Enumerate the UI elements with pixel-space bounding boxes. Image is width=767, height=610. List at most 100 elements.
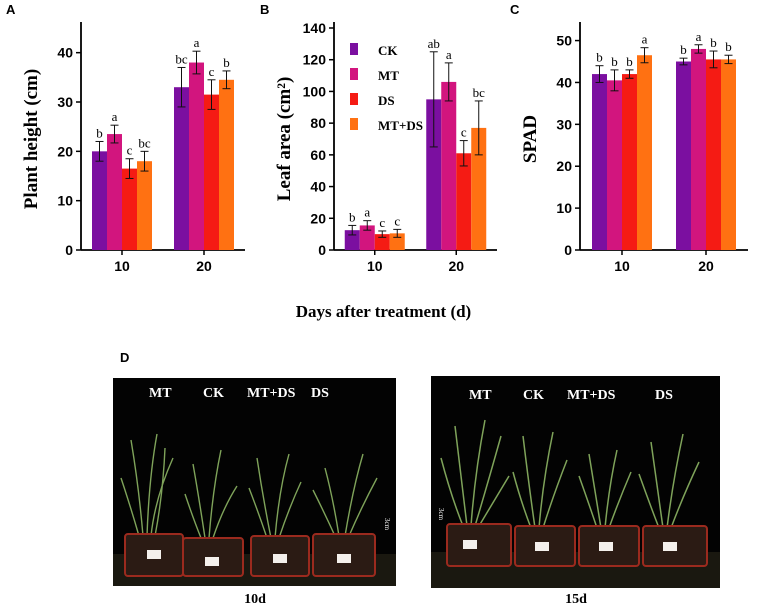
y-tick-label: 60 <box>310 147 326 163</box>
significance-letter: b <box>680 42 687 57</box>
photo2-label-ck: CK <box>523 388 544 403</box>
bar <box>107 134 122 250</box>
legend-label: DS <box>378 93 395 108</box>
significance-letter: b <box>710 35 717 50</box>
photo1-caption: 10d <box>244 592 266 607</box>
y-tick-label: 80 <box>310 115 326 131</box>
legend-swatch <box>350 118 358 130</box>
bar <box>691 48 706 251</box>
bar <box>676 61 691 251</box>
y-tick-label: 0 <box>318 242 326 258</box>
significance-letter: a <box>642 32 648 47</box>
panel-label-b: B <box>260 2 270 17</box>
plants-illustration <box>113 433 396 586</box>
bar <box>426 99 442 250</box>
bar <box>122 168 137 250</box>
bar <box>637 55 652 251</box>
photo1-label-mt: MT <box>149 386 172 401</box>
x-tick-label: 10 <box>114 258 130 274</box>
legend-label: MT <box>378 68 399 83</box>
bar <box>189 62 204 251</box>
y-tick-label: 40 <box>556 74 572 90</box>
photo2-label-ds: DS <box>655 388 673 403</box>
significance-letter: ab <box>428 36 440 51</box>
significance-letter: a <box>364 205 370 220</box>
significance-letter: bc <box>473 85 486 100</box>
x-tick-label: 10 <box>367 258 383 274</box>
significance-letter: c <box>127 143 133 158</box>
photo1-label-mtds: MT+DS <box>247 386 296 401</box>
photo2-label-mt: MT <box>469 388 492 403</box>
significance-letter: c <box>461 125 467 140</box>
bar <box>456 153 472 250</box>
bar <box>441 81 457 251</box>
bar <box>607 80 622 250</box>
bar <box>137 161 152 250</box>
significance-letter: bc <box>175 51 188 66</box>
photo2-scale-bar: 3cm <box>437 508 445 521</box>
x-tick-label: 20 <box>698 258 714 274</box>
y-tick-label: 40 <box>310 179 326 195</box>
significance-letter: a <box>446 47 452 62</box>
y-tick-label: 10 <box>57 193 73 209</box>
bar <box>471 127 487 250</box>
y-tick-label: 30 <box>57 94 73 110</box>
significance-letter: c <box>209 64 215 79</box>
significance-letter: b <box>223 55 230 70</box>
y-axis-label: Plant height (cm) <box>21 69 42 209</box>
legend-swatch <box>350 43 358 55</box>
significance-letter: b <box>596 50 603 65</box>
significance-letter: c <box>394 213 400 228</box>
bar <box>721 59 736 250</box>
bar <box>706 59 721 250</box>
bar <box>374 234 390 250</box>
y-tick-label: 20 <box>310 210 326 226</box>
y-tick-label: 100 <box>303 83 327 99</box>
x-tick-label: 20 <box>448 258 464 274</box>
photo1-label-ck: CK <box>203 386 224 401</box>
photo2-label-mtds: MT+DS <box>567 388 616 403</box>
plants-illustration <box>431 419 720 588</box>
y-axis-label: SPAD <box>520 115 541 163</box>
y-tick-label: 10 <box>556 200 572 216</box>
y-tick-label: 40 <box>57 45 73 61</box>
y-tick-label: 0 <box>65 242 73 258</box>
bar <box>592 74 607 250</box>
significance-letter: b <box>96 125 103 140</box>
x-tick-label: 10 <box>614 258 630 274</box>
x-axis-title: Days after treatment (d) <box>295 302 472 321</box>
legend-label: MT+DS <box>378 118 423 133</box>
significance-letter: b <box>725 39 732 54</box>
photo1-scale-bar: 3cm <box>383 518 391 531</box>
panel-label-c: C <box>510 2 520 17</box>
y-tick-label: 20 <box>57 143 73 159</box>
legend-label: CK <box>378 43 398 58</box>
significance-letter: a <box>696 29 702 44</box>
significance-letter: bc <box>138 135 151 150</box>
x-tick-label: 20 <box>196 258 212 274</box>
significance-letter: a <box>112 109 118 124</box>
significance-letter: a <box>194 35 200 50</box>
y-tick-label: 30 <box>556 116 572 132</box>
bar <box>204 94 219 250</box>
legend-swatch <box>350 93 358 105</box>
y-axis-label: Leaf area (cm²) <box>274 77 295 202</box>
significance-letter: c <box>379 215 385 230</box>
photo-15d: MT CK MT+DS DS 3cm <box>431 376 720 588</box>
photo1-label-ds: DS <box>311 386 329 401</box>
y-tick-label: 120 <box>303 52 327 68</box>
bar <box>359 225 375 250</box>
bar <box>174 87 189 250</box>
significance-letter: b <box>626 54 633 69</box>
y-tick-label: 50 <box>556 33 572 49</box>
y-tick-label: 0 <box>564 242 572 258</box>
y-tick-label: 140 <box>303 20 327 36</box>
panel-label-a: A <box>6 2 16 17</box>
bar <box>622 74 637 250</box>
legend-swatch <box>350 68 358 80</box>
y-tick-label: 20 <box>556 158 572 174</box>
photo2-caption: 15d <box>565 592 587 607</box>
significance-letter: b <box>349 209 356 224</box>
bar <box>219 79 234 250</box>
